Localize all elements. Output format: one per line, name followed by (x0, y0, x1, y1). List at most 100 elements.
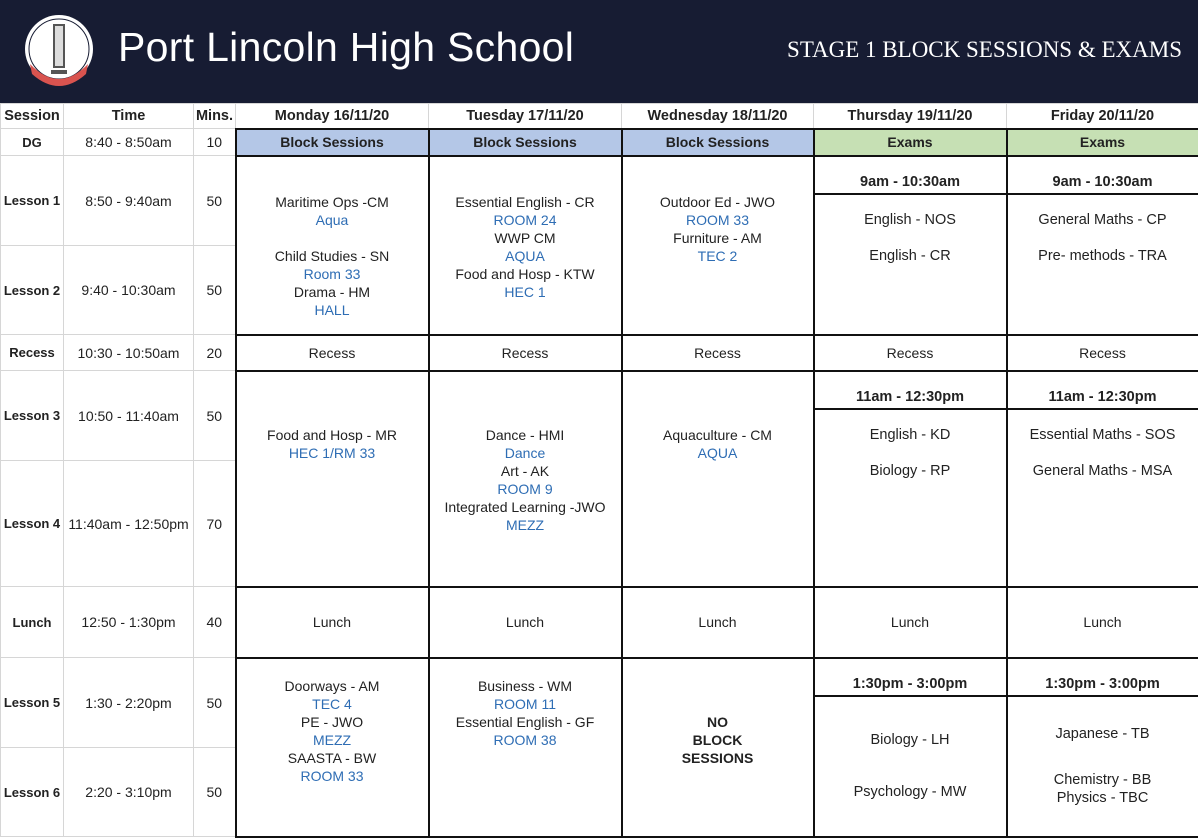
school-title: Port Lincoln High School (118, 24, 575, 70)
room-label: TEC 2 (697, 247, 738, 264)
session-name: Lunch (0, 586, 64, 658)
session-name: DG (0, 128, 64, 156)
day-header: Friday 20/11/20 (1006, 103, 1198, 129)
room-label: ROOM 9 (497, 480, 553, 497)
schedule-block: Doorways - AM TEC 4 PE - JWO MEZZ SAASTA - B… (234, 656, 430, 838)
schedule-block: NO BLOCK SESSIONS (620, 656, 815, 838)
session-row: Lesson 5 1:30 - 2:20pm 50 Doorways - AM TEC … (0, 656, 1198, 838)
subject-label: Child Studies - SN (274, 247, 390, 264)
column-header-time: Time (63, 103, 194, 129)
exam-list: English - KD Biology - RP (815, 410, 1006, 586)
subject-label (237, 229, 428, 247)
subject-label: Business - WM (477, 677, 573, 694)
session-row: Lesson 6 2:20 - 3:10pm 50 (0, 747, 1198, 837)
session-list: Essential English - CR ROOM 24 WWP CM AQUA F… (430, 157, 621, 301)
subject-label: Maritime Ops -CM (275, 193, 389, 210)
schedule-block: Maritime Ops -CM Aqua Child Studies - SN Ro… (234, 154, 430, 336)
room-label: Dance (504, 444, 546, 461)
exam-subject: Psychology - MW (853, 784, 967, 801)
session-name: Lesson 6 (0, 747, 64, 837)
day-type-badge: Block Sessions (427, 127, 623, 157)
exam-time: 9am - 10:30am (1007, 157, 1198, 195)
subject-label: SAASTA - BW (287, 749, 377, 766)
session-name: Lesson 3 (0, 370, 64, 461)
session-time: 1:30 - 2:20pm (63, 657, 194, 748)
recess-cell: Recess (1005, 333, 1198, 372)
day-type-badge: Block Sessions (234, 127, 430, 157)
schedule-block: 9am - 10:30am English - NOS English - CR (812, 154, 1008, 336)
schedule-block: 9am - 10:30am General Maths - CP Pre- meth… (1005, 154, 1198, 336)
session-row: Recess 10:30 - 10:50am 20 Recess Recess Reces… (0, 333, 1198, 372)
subject-label: Dance - HMI (485, 426, 565, 443)
schedule-block: 11am - 12:30pm English - KD Biology - RP (812, 369, 1008, 588)
subject-label: Outdoor Ed - JWO (659, 193, 776, 210)
room-label: HEC 1/RM 33 (288, 444, 376, 461)
room-label: AQUA (505, 247, 545, 264)
exam-list: Essential Maths - SOS General Maths - MSA (1008, 410, 1198, 586)
session-minutes: 40 (193, 586, 236, 658)
exam-list: Biology - LH Psychology - MW (815, 697, 1006, 836)
timetable: Session Time Mins. Monday 16/11/20 Tuesday 1… (0, 103, 1198, 838)
subject-label: Food and Hosp - KTW (455, 265, 595, 282)
session-row: Lunch 12:50 - 1:30pm 40 Lunch Lunch Lunch Lunc… (0, 585, 1198, 659)
school-crest-logo (25, 15, 93, 86)
subject-label: BLOCK (692, 731, 743, 748)
lunch-cell: Lunch (1005, 585, 1198, 659)
session-minutes: 50 (193, 245, 236, 335)
session-list: Outdoor Ed - JWO ROOM 33 Furniture - AM TEC… (623, 157, 813, 265)
exam-block: 9am - 10:30am General Maths - CP Pre- meth… (1007, 157, 1198, 334)
lunch-cell: Lunch (812, 585, 1008, 659)
session-minutes: 50 (193, 370, 236, 461)
room-label: HALL (314, 301, 350, 318)
subject-label: NO (707, 713, 728, 730)
exam-subject: General Maths - CP (1038, 211, 1167, 228)
exam-subject: English - CR (869, 247, 951, 264)
session-name: Lesson 2 (0, 245, 64, 335)
subject-label (623, 677, 813, 695)
exam-block: 1:30pm - 3:00pm Japanese - TB Chemistry - … (1007, 659, 1198, 836)
lunch-cell: Lunch (234, 585, 430, 659)
column-header-mins: Mins. (193, 103, 236, 129)
exam-subject: English - KD (869, 426, 951, 443)
exam-subject: Biology - RP (869, 462, 951, 479)
subject-label: Integrated Learning -JWO (444, 498, 606, 515)
exam-list: Japanese - TB Chemistry - BB Physics - TB… (1008, 697, 1198, 836)
session-minutes: 50 (193, 155, 236, 246)
subject-label: SESSIONS (681, 749, 754, 766)
room-label: ROOM 33 (300, 767, 364, 784)
schedule-block: Food and Hosp - MR HEC 1/RM 33 (234, 369, 430, 588)
subject-label: Drama - HM (293, 283, 371, 300)
subject-label: Doorways - AM (284, 677, 380, 694)
session-list: Business - WM ROOM 11 Essential English - … (430, 659, 621, 749)
room-label: HEC 1 (504, 283, 546, 300)
timetable-subtitle: STAGE 1 BLOCK SESSIONS & EXAMS (787, 37, 1182, 62)
schedule-block: 1:30pm - 3:00pm Japanese - TB Chemistry - … (1005, 656, 1198, 838)
column-header-session: Session (0, 103, 64, 129)
room-label: Room 33 (303, 265, 361, 282)
lunch-cell: Lunch (620, 585, 815, 659)
exam-block: 11am - 12:30pm English - KD Biology - RP (814, 372, 1006, 586)
day-header: Monday 16/11/20 (235, 103, 429, 129)
session-list: NO BLOCK SESSIONS (623, 659, 813, 767)
exam-list: General Maths - CP Pre- methods - TRA (1008, 195, 1198, 334)
day-type-badge: Exams (1005, 127, 1198, 157)
subject-label: Essential English - CR (455, 193, 595, 210)
schedule-block: 11am - 12:30pm Essential Maths - SOS Gener… (1005, 369, 1198, 588)
recess-cell: Recess (812, 333, 1008, 372)
room-label: Aqua (315, 211, 349, 228)
room-label: AQUA (697, 444, 738, 461)
lunch-cell: Lunch (427, 585, 623, 659)
session-row: Lesson 4 11:40am - 12:50pm 70 (0, 460, 1198, 587)
subject-label: Aquaculture - CM (663, 426, 772, 443)
session-time: 12:50 - 1:30pm (63, 586, 194, 658)
subject-label: WWP CM (494, 229, 556, 246)
subject-label: Food and Hosp - MR (267, 426, 397, 443)
schedule-block: Dance - HMI Dance Art - AK ROOM 9 Integrated… (427, 369, 623, 588)
subject-label: Art - AK (500, 462, 550, 479)
session-row: Lesson 3 10:50 - 11:40am 50 Food and Hosp -… (0, 369, 1198, 588)
session-name: Recess (0, 334, 64, 371)
exam-subject: Biology - LH (870, 731, 950, 748)
exam-time: 11am - 12:30pm (814, 372, 1006, 410)
day-header: Wednesday 18/11/20 (621, 103, 814, 129)
exam-time: 11am - 12:30pm (1007, 372, 1198, 410)
